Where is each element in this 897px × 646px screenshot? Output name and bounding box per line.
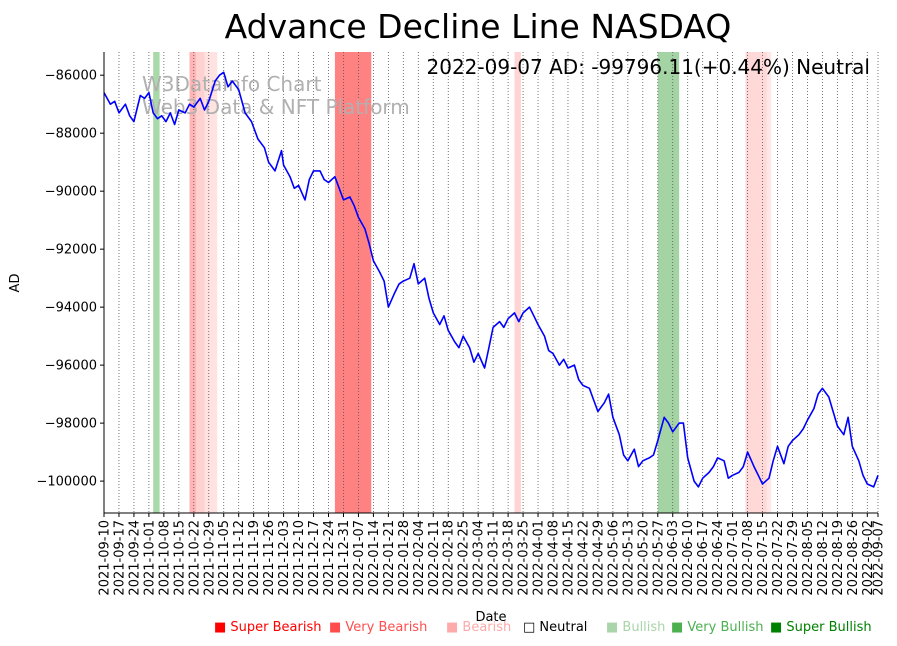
x-tick-label: 2022-08-05 bbox=[801, 520, 816, 596]
x-tick-label: 2021-12-31 bbox=[337, 520, 352, 596]
x-tick-label: 2022-09-07 bbox=[872, 520, 887, 596]
x-tick-label: 2022-03-18 bbox=[502, 520, 517, 596]
watermark-line-2: Web3 Data & NFT Platform bbox=[142, 95, 410, 119]
axes: −86000 −88000 −90000 −92000 −94000 −96000 −980… bbox=[36, 52, 887, 596]
x-tick-label: 2022-04-01 bbox=[532, 520, 547, 596]
region-super-bearish bbox=[334, 52, 372, 513]
x-tick-label: 2021-09-24 bbox=[127, 520, 142, 596]
x-tick-label: 2021-12-03 bbox=[277, 520, 292, 596]
y-tick-label: −98000 bbox=[45, 417, 97, 432]
x-tick-label: 2022-06-03 bbox=[666, 520, 681, 596]
y-tick-label: −90000 bbox=[45, 185, 97, 200]
region-bearish bbox=[745, 52, 767, 513]
x-tick-label: 2022-05-06 bbox=[606, 520, 621, 596]
x-tick-label: 2022-05-20 bbox=[636, 520, 651, 596]
x-tick-label: 2022-07-08 bbox=[741, 520, 756, 596]
x-tick-label: 2022-08-12 bbox=[816, 520, 831, 596]
x-tick-label: 2022-04-22 bbox=[576, 520, 591, 596]
x-tick-label: 2021-09-10 bbox=[98, 520, 113, 596]
y-tick-label: −100000 bbox=[36, 475, 97, 490]
region-bearish bbox=[204, 52, 218, 513]
x-tick-label: 2021-10-08 bbox=[157, 520, 172, 596]
x-tick-label: 2021-11-05 bbox=[217, 520, 232, 596]
x-axis-label: Date bbox=[475, 610, 506, 625]
x-tick-label: 2021-11-26 bbox=[262, 520, 277, 596]
legend-item-super-bearish: ■ Super Bearish bbox=[214, 620, 322, 635]
x-tick-label: 2022-02-11 bbox=[427, 520, 442, 596]
x-tick-label: 2022-02-18 bbox=[442, 520, 457, 596]
region-very-bearish bbox=[189, 52, 196, 513]
x-tick-label: 2022-07-15 bbox=[756, 520, 771, 596]
x-tick-label: 2021-10-01 bbox=[142, 520, 157, 596]
x-tick-label: 2022-03-11 bbox=[487, 520, 502, 596]
legend-item-very-bullish: ■ Very Bullish bbox=[671, 620, 764, 635]
x-tick-label: 2022-07-22 bbox=[771, 520, 786, 596]
legend-item-neutral: □ Neutral bbox=[523, 620, 588, 635]
x-tick-label: 2021-11-12 bbox=[232, 520, 247, 596]
chart-title: Advance Decline Line NASDAQ bbox=[225, 7, 732, 46]
y-tick-label: −96000 bbox=[45, 359, 97, 374]
x-tick-label: 2021-10-22 bbox=[187, 520, 202, 596]
x-tick-label: 2022-04-08 bbox=[547, 520, 562, 596]
y-axis-label: AD bbox=[8, 274, 23, 293]
x-tick-label: 2022-02-25 bbox=[457, 520, 472, 596]
x-gridlines bbox=[103, 52, 879, 513]
x-tick-label: 2022-05-13 bbox=[621, 520, 636, 596]
region-bearish bbox=[195, 52, 205, 513]
region-bullish bbox=[153, 52, 160, 513]
x-tick-label: 2022-09-02 bbox=[861, 520, 876, 596]
x-tick-label: 2022-01-28 bbox=[397, 520, 412, 596]
legend-item-bullish: ■ Bullish bbox=[606, 620, 666, 635]
x-tick-label: 2022-06-17 bbox=[696, 520, 711, 596]
x-tick-label: 2022-04-15 bbox=[562, 520, 577, 596]
x-tick-label: 2022-01-07 bbox=[352, 520, 367, 596]
x-tick-label: 2022-08-26 bbox=[846, 520, 861, 596]
legend-item-super-bullish: ■ Super Bullish bbox=[770, 620, 872, 635]
x-tick-label: 2022-01-14 bbox=[367, 520, 382, 596]
region-very-bullish bbox=[657, 52, 680, 513]
x-tick-label: 2022-06-10 bbox=[681, 520, 696, 596]
region-bearish bbox=[514, 52, 521, 513]
ad-line bbox=[103, 71, 879, 488]
x-tick-label: 2021-12-24 bbox=[322, 520, 337, 596]
legend-item-bearish: ■ Bearish bbox=[446, 620, 512, 635]
signal-legend: ■ Super Bearish ■ Very Bearish ■ Bearish □ … bbox=[0, 620, 897, 640]
y-tick-label: −86000 bbox=[45, 69, 97, 84]
region-bearish bbox=[766, 52, 772, 513]
x-tick-label: 2022-07-01 bbox=[726, 520, 741, 596]
x-tick-label: 2022-04-29 bbox=[591, 520, 606, 596]
x-tick-label: 2021-11-19 bbox=[247, 520, 262, 596]
y-tick-label: −92000 bbox=[45, 243, 97, 258]
x-tick-label: 2022-06-24 bbox=[711, 520, 726, 596]
signal-regions bbox=[153, 52, 772, 513]
x-tick-label: 2022-08-19 bbox=[831, 520, 846, 596]
x-tick-label: 2022-05-27 bbox=[651, 520, 666, 596]
x-tick-label: 2021-12-10 bbox=[292, 520, 307, 596]
y-tick-label: −88000 bbox=[45, 127, 97, 142]
x-tick-label: 2022-03-04 bbox=[472, 520, 487, 596]
x-tick-label: 2022-01-21 bbox=[382, 520, 397, 596]
x-tick-label: 2021-10-15 bbox=[172, 520, 187, 596]
y-tick-label: −94000 bbox=[45, 301, 97, 316]
x-tick-label: 2021-10-29 bbox=[202, 520, 217, 596]
watermark-line-1: W3DataInfo Chart bbox=[142, 72, 322, 96]
x-tick-label: 2022-03-25 bbox=[517, 520, 532, 596]
ad-series bbox=[103, 71, 879, 488]
x-tick-label: 2022-02-04 bbox=[412, 520, 427, 596]
legend-item-very-bearish: ■ Very Bearish bbox=[329, 620, 428, 635]
x-tick-label: 2021-09-17 bbox=[113, 520, 128, 596]
x-tick-label: 2022-07-29 bbox=[786, 520, 801, 596]
status-readout: 2022-09-07 AD: -99796.11(+0.44%) Neutral bbox=[427, 55, 871, 79]
x-tick-label: 2021-12-17 bbox=[307, 520, 322, 596]
